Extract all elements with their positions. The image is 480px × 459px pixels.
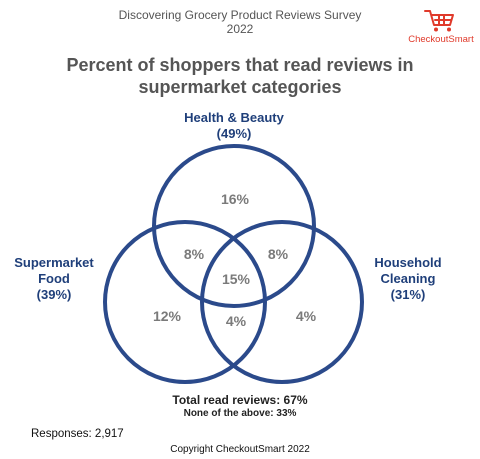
region-all-three: 15% [221, 271, 251, 287]
responses-count: Responses: 2,917 [31, 428, 124, 440]
region-health-beauty-only: 16% [220, 191, 250, 207]
health-beauty-name: Health & Beauty [184, 110, 284, 125]
supermarket-food-name-line2: Food [38, 271, 70, 286]
supermarket-food-name-line1: Supermarket [14, 255, 94, 270]
region-cleaning-only: 4% [295, 308, 317, 324]
household-cleaning-name-line1: Household [374, 255, 442, 270]
supermarket-food-label: Supermarket Food (39%) [4, 255, 104, 303]
checkoutsmart-logo: CheckoutSmart [405, 8, 475, 45]
health-beauty-label: Health & Beauty (49%) [164, 110, 304, 142]
survey-title-line1: Discovering Grocery Product Reviews Surv… [118, 8, 362, 22]
health-beauty-circle [152, 144, 316, 308]
region-health-beauty-food: 8% [183, 246, 205, 262]
household-cleaning-pct: (31%) [390, 287, 426, 302]
region-health-beauty-cleaning: 8% [267, 246, 289, 262]
copyright-notice: Copyright CheckoutSmart 2022 [170, 444, 310, 455]
household-cleaning-name-line2: Cleaning [380, 271, 436, 286]
household-cleaning-label: Household Cleaning (31%) [358, 255, 458, 303]
supermarket-food-pct: (39%) [36, 287, 72, 302]
chart-title-line2: supermarket categories [138, 77, 342, 97]
health-beauty-pct: (49%) [216, 126, 252, 141]
shopping-cart-icon [424, 10, 454, 32]
region-food-only: 12% [152, 308, 182, 324]
household-cleaning-circle [200, 220, 364, 384]
total-read-reviews: Total read reviews: 67% [172, 393, 308, 407]
region-food-cleaning: 4% [225, 313, 247, 329]
survey-title-line2: 2022 [226, 22, 254, 36]
none-of-the-above: None of the above: 33% [183, 408, 297, 419]
chart-title-line1: Percent of shoppers that read reviews in [66, 55, 414, 75]
logo-text: CheckoutSmart [408, 34, 474, 45]
chart-title: Percent of shoppers that read reviews in… [40, 54, 440, 98]
survey-title: Discovering Grocery Product Reviews Surv… [60, 8, 420, 36]
supermarket-food-circle [103, 220, 267, 384]
